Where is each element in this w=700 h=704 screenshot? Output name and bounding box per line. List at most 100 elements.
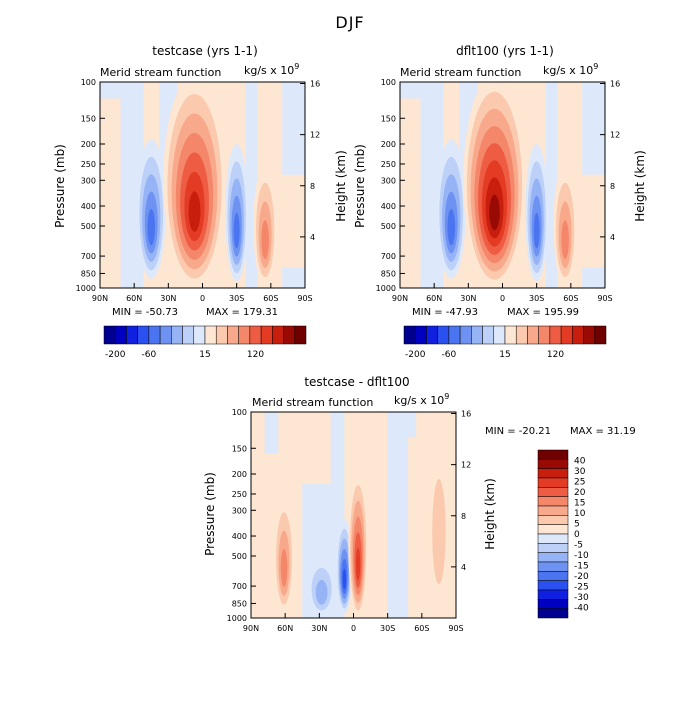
colorbar-box [126,325,138,345]
y-tick-label: 850 [232,599,247,608]
colorbar-box [227,325,239,345]
y-tick-label: 850 [381,269,396,278]
contour-plot: 100 150 200 250 300 400 500 700 850 1000 4 8 12 16 90N… [227,408,472,633]
x-tick-label: 90N [92,294,108,303]
colorbar-box [493,325,506,345]
colorbar-label: -40 [574,604,589,614]
y-tick-label: 250 [81,160,96,169]
units-label: kg/s x 109 [543,62,598,77]
x-tick-label: 90N [392,294,408,303]
y-tick-label: 400 [381,202,396,211]
x-tick-label: 30N [311,624,327,633]
contour-band [576,174,605,268]
colorbar-label: -200 [105,350,126,360]
contour-cell-negative [533,212,540,249]
colorbar-box [182,325,195,345]
colorbar-label: 5 [574,520,580,530]
contour-cell-positive [280,548,288,587]
y2-tick-label: 12 [461,461,471,470]
y-tick-label: 200 [232,470,247,479]
colorbar-box [594,325,607,345]
panel-subtitle: Merid stream function [252,396,373,409]
contour-cell-positive [355,547,361,581]
colorbar-box [537,449,569,460]
x-tick-label: 60N [277,624,293,633]
colorbar-box [294,325,307,345]
x-tick-label: 60N [126,294,142,303]
y-tick-label: 300 [81,176,96,185]
max-label: MAX = 179.31 [206,307,278,318]
max-label: MAX = 31.19 [570,426,636,437]
colorbar-box [471,325,483,345]
contour-cell-positive [432,479,446,585]
contour-cell-negative [147,208,156,246]
colorbar-label: -60 [442,350,457,360]
y-tick-label: 150 [381,114,396,123]
contour-cell-negative [315,579,328,605]
y-tick-label: 200 [381,140,396,149]
contour-band [389,412,417,437]
colorbar-box [148,325,161,345]
contour-band [420,82,444,288]
colorbar-box [537,580,569,591]
units-label: kg/s x 109 [244,62,299,77]
y2-axis-label: Height (km) [334,150,348,221]
units-label: kg/s x 109 [394,392,449,407]
colorbar-box [527,325,539,345]
colorbar-box [538,325,551,345]
colorbar-box [537,496,569,507]
colorbar-label: 20 [574,488,586,498]
x-tick-label: 30S [380,624,395,633]
colorbar-box [103,325,116,345]
colorbar-box [114,325,127,345]
y-tick-label: 150 [81,114,96,123]
colorbar-box [537,561,569,572]
y-tick-label: 250 [381,160,396,169]
colorbar-box [560,325,573,345]
y-tick-label: 100 [81,78,96,87]
colorbar-box [549,325,562,345]
y-tick-label: 300 [232,506,247,515]
contour-band [245,82,258,288]
colorbar-label: -5 [574,541,583,551]
y2-tick-label: 8 [461,512,466,521]
min-label: MIN = -47.93 [412,307,478,318]
contour-plot: 100 150 200 250 300 400 500 700 850 1000 4 8 12 16 90N… [376,78,621,303]
colorbar-box [215,325,228,345]
colorbar-box [260,325,273,345]
y2-tick-label: 12 [610,131,620,140]
colorbar-box [238,325,251,345]
panel-subtitle: Merid stream function [100,66,221,79]
colorbar-box [437,325,450,345]
x-tick-label: 0 [500,294,505,303]
contour-band [264,412,279,454]
x-tick-label: 0 [200,294,205,303]
y2-tick-label: 8 [610,182,615,191]
panel-subtitle: Merid stream function [400,66,521,79]
y-tick-label: 250 [232,490,247,499]
contour-band [545,82,558,288]
y-axis-label: Pressure (mb) [203,472,217,556]
x-tick-label: 90S [297,294,312,303]
colorbar-label: 120 [247,350,264,360]
y2-tick-label: 16 [461,410,471,419]
colorbar-box [537,515,569,525]
x-tick-label: 60N [426,294,442,303]
panel-title: testcase - dflt100 [304,375,409,389]
y2-tick-label: 12 [310,131,320,140]
y2-tick-label: 4 [610,233,615,242]
y-tick-label: 300 [381,176,396,185]
y-tick-label: 400 [232,532,247,541]
x-tick-label: 90N [243,624,259,633]
figure-title: DJF [335,13,364,32]
contour-cell-positive [489,194,500,231]
colorbar-label: 40 [574,457,586,467]
colorbar-box [283,325,296,345]
x-tick-label: 30N [160,294,176,303]
y-tick-label: 700 [381,252,396,261]
colorbar-box [159,325,172,345]
x-tick-label: 30N [460,294,476,303]
y-tick-label: 400 [81,202,96,211]
panel-title: dflt100 (yrs 1-1) [456,44,554,58]
